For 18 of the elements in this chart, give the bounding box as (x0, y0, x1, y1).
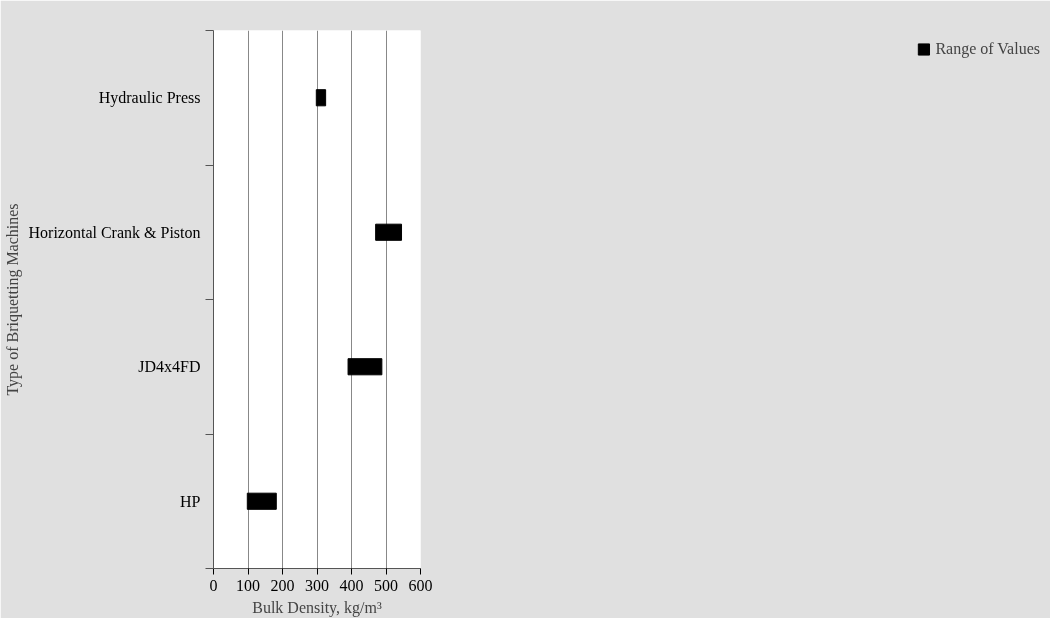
x-tick-label: 200 (270, 576, 295, 594)
y-tick-label: HP (180, 492, 201, 510)
x-tick-label: 0 (209, 576, 218, 594)
y-tick-label: JD4x4FD (138, 358, 201, 376)
x-tick-label: 600 (408, 576, 433, 594)
bar (246, 492, 277, 510)
x-axis-title: Bulk Density, kg/m³ (252, 598, 382, 617)
bar (375, 223, 403, 241)
y-axis-title: Type of Briquetting Machines (3, 203, 22, 396)
y-tick-label: Horizontal Crank & Piston (28, 223, 201, 241)
x-tick-label: 500 (374, 576, 398, 594)
bar (347, 358, 383, 376)
x-tick-label: 100 (236, 576, 260, 594)
y-tick-label: Hydraulic Press (98, 89, 201, 108)
x-tick-label: 400 (339, 576, 364, 594)
x-tick-label: 300 (305, 576, 329, 594)
legend-label: Range of Values (935, 40, 1040, 58)
bar (315, 89, 327, 107)
